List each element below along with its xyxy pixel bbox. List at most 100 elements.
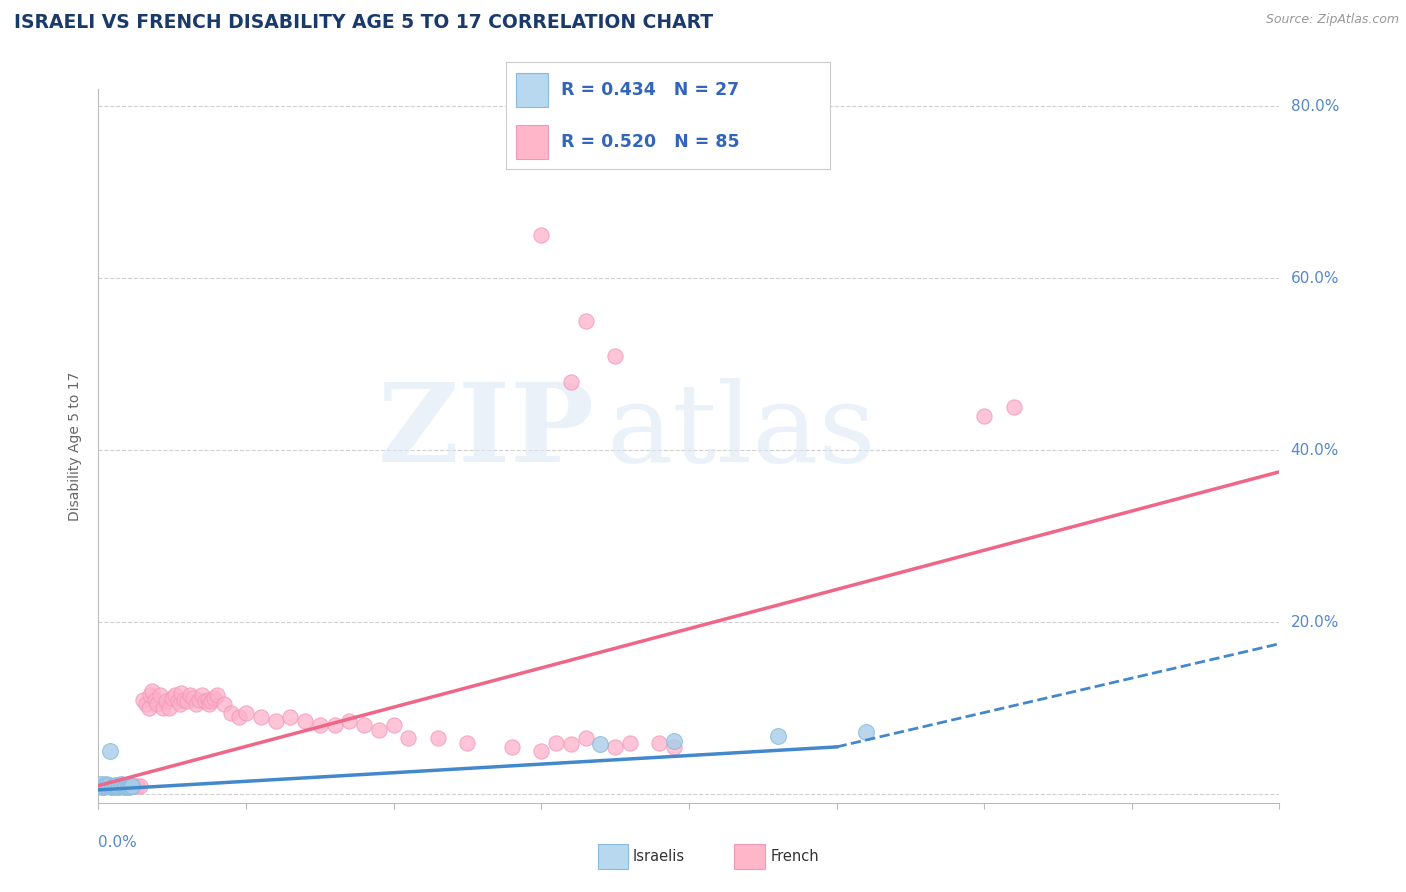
Text: R = 0.520   N = 85: R = 0.520 N = 85 — [561, 133, 740, 151]
Text: 60.0%: 60.0% — [1291, 271, 1339, 285]
Point — [294, 714, 316, 728]
Point — [648, 736, 671, 750]
Point — [194, 694, 217, 708]
Point — [155, 694, 177, 708]
Point — [146, 697, 169, 711]
Point — [179, 689, 201, 703]
Point — [973, 409, 995, 423]
Point — [198, 697, 221, 711]
Point — [122, 780, 145, 794]
Point — [111, 780, 134, 794]
Point — [530, 744, 553, 758]
Point — [560, 375, 582, 389]
Point — [104, 780, 127, 794]
Point — [117, 780, 139, 795]
Point — [96, 780, 118, 794]
Point — [191, 689, 214, 703]
Point — [90, 777, 112, 791]
Point — [97, 779, 120, 793]
Text: 0.0%: 0.0% — [98, 835, 138, 850]
Point — [132, 692, 155, 706]
Text: 80.0%: 80.0% — [1291, 99, 1339, 114]
Point — [173, 692, 195, 706]
Point — [114, 780, 136, 795]
Point — [94, 778, 117, 792]
Point — [107, 780, 129, 794]
Point — [574, 731, 596, 746]
Point — [105, 778, 128, 792]
Point — [501, 739, 523, 754]
Point — [120, 779, 142, 793]
Point — [205, 689, 228, 703]
Bar — [516, 73, 548, 107]
Point — [278, 710, 302, 724]
Point — [139, 689, 162, 703]
Point — [120, 779, 142, 793]
Point — [202, 690, 225, 705]
Point — [323, 718, 346, 732]
Point — [162, 690, 183, 705]
Point — [619, 736, 641, 750]
Point — [228, 710, 250, 724]
Point — [91, 780, 114, 794]
Point — [574, 314, 596, 328]
Point — [250, 710, 273, 724]
Point — [544, 736, 567, 750]
Text: French: French — [770, 849, 820, 863]
Point — [111, 780, 134, 794]
Point — [368, 723, 391, 737]
Point — [165, 689, 187, 703]
Point — [169, 697, 191, 711]
Point — [97, 778, 120, 792]
Point — [181, 690, 204, 705]
Point — [98, 744, 121, 758]
Text: Israelis: Israelis — [633, 849, 685, 863]
Point — [157, 701, 180, 715]
Point — [560, 737, 582, 751]
Text: 40.0%: 40.0% — [1291, 442, 1339, 458]
Point — [337, 714, 360, 728]
Point — [605, 739, 627, 754]
Point — [110, 777, 132, 791]
Point — [121, 780, 143, 794]
Point — [855, 725, 877, 739]
Point — [128, 780, 150, 794]
Point — [100, 780, 122, 795]
Point — [184, 697, 207, 711]
Point — [664, 734, 686, 748]
Point — [149, 689, 172, 703]
Point — [456, 736, 478, 750]
Point — [589, 737, 612, 751]
Point — [176, 694, 198, 708]
Point — [152, 701, 174, 715]
Text: ZIP: ZIP — [378, 378, 595, 485]
Text: R = 0.434   N = 27: R = 0.434 N = 27 — [561, 81, 740, 99]
Point — [664, 739, 686, 754]
Point — [170, 686, 193, 700]
Point — [125, 779, 148, 793]
Text: atlas: atlas — [606, 378, 876, 485]
Point — [197, 692, 219, 706]
Text: Source: ZipAtlas.com: Source: ZipAtlas.com — [1265, 13, 1399, 27]
Point — [353, 718, 375, 732]
Point — [187, 692, 209, 706]
Point — [427, 731, 450, 746]
Point — [138, 701, 160, 715]
Point — [91, 780, 114, 795]
Point — [396, 731, 419, 746]
Point — [118, 780, 141, 795]
Point — [200, 694, 222, 708]
Point — [100, 779, 122, 793]
Point — [115, 779, 138, 793]
Point — [212, 697, 235, 711]
Point — [112, 780, 135, 795]
Point — [108, 780, 131, 795]
Point — [110, 779, 132, 793]
Point — [104, 780, 127, 795]
Point — [105, 779, 128, 793]
Point — [264, 714, 287, 728]
Point — [382, 718, 405, 732]
Point — [605, 349, 627, 363]
Point — [235, 706, 257, 720]
Point — [530, 228, 553, 243]
